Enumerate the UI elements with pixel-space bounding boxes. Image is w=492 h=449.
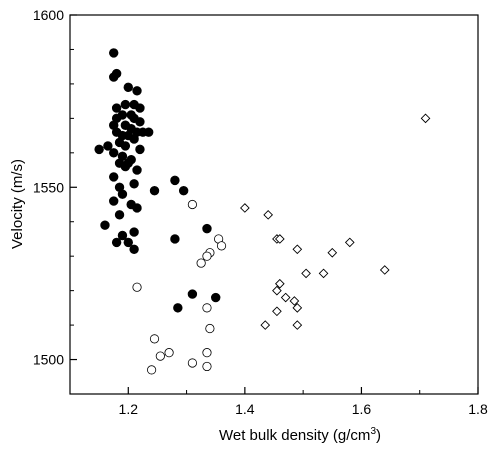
open-circle-point bbox=[155, 351, 165, 361]
filled-circle-point bbox=[129, 227, 139, 237]
filled-circle-point bbox=[109, 172, 119, 182]
data-markers bbox=[94, 48, 431, 375]
x-tick-label: 1.6 bbox=[352, 401, 372, 417]
open-diamond-point bbox=[260, 320, 271, 330]
filled-circle-point bbox=[129, 134, 139, 144]
open-diamond-point bbox=[280, 292, 291, 303]
y-axis-ticks: 1500 1550 1600 bbox=[33, 7, 77, 395]
filled-circle-point bbox=[173, 303, 183, 313]
filled-circle-point bbox=[132, 86, 142, 96]
open-diamond-point bbox=[318, 268, 329, 279]
y-tick-label: 1600 bbox=[33, 7, 64, 23]
filled-circle-point bbox=[149, 186, 160, 196]
open-diamond-point bbox=[289, 296, 300, 306]
open-diamond-point bbox=[292, 244, 303, 255]
open-circle-point bbox=[202, 348, 212, 358]
open-circle-point bbox=[147, 365, 157, 375]
x-axis-ticks: 1.2 1.4 1.6 1.8 bbox=[69, 387, 488, 417]
filled-circle-point bbox=[103, 141, 113, 151]
open-circle-point bbox=[216, 241, 227, 251]
filled-circle-point bbox=[170, 234, 180, 244]
open-diamond-point bbox=[272, 285, 282, 296]
open-circle-point bbox=[149, 334, 160, 344]
y-axis-title: Velocity (m/s) bbox=[9, 159, 26, 249]
open-circle-point bbox=[132, 282, 142, 292]
plot-frame bbox=[69, 14, 479, 395]
open-diamond-point bbox=[420, 113, 431, 124]
filled-circle-point bbox=[109, 196, 119, 206]
open-diamond-point bbox=[240, 203, 250, 213]
filled-circle-point bbox=[94, 144, 104, 155]
open-diamond-point bbox=[274, 234, 285, 244]
filled-circle-point bbox=[135, 144, 145, 155]
open-diamond-point bbox=[292, 320, 303, 330]
filled-circle-point bbox=[114, 210, 125, 220]
open-circle-point bbox=[164, 348, 174, 358]
filled-circle-point bbox=[129, 244, 139, 254]
filled-circle-point bbox=[100, 220, 110, 230]
filled-circle-point bbox=[143, 127, 154, 137]
open-circle-point bbox=[187, 199, 197, 210]
filled-circle-point bbox=[123, 237, 133, 248]
open-diamond-point bbox=[272, 306, 282, 317]
filled-circle-point bbox=[109, 48, 119, 58]
y-tick-label: 1550 bbox=[33, 179, 64, 195]
filled-circle-point bbox=[170, 175, 180, 186]
filled-circle-point bbox=[123, 82, 133, 93]
x-tick-label: 1.4 bbox=[235, 401, 255, 417]
filled-circle-point bbox=[135, 103, 145, 113]
filled-circle-point bbox=[187, 289, 198, 299]
x-tick-label: 1.8 bbox=[468, 401, 488, 417]
open-diamond-point bbox=[274, 278, 285, 289]
open-circle-point bbox=[202, 361, 212, 372]
open-diamond-point bbox=[344, 237, 355, 248]
open-diamond-point bbox=[292, 303, 303, 313]
x-axis-title-end: ) bbox=[376, 427, 381, 444]
filled-circle-point bbox=[132, 203, 142, 213]
filled-circle-point bbox=[109, 148, 119, 158]
open-circle-point bbox=[202, 251, 212, 261]
filled-circle-point bbox=[129, 179, 139, 189]
filled-circle-point bbox=[109, 72, 119, 82]
open-circle-point bbox=[205, 323, 215, 334]
filled-circle-point bbox=[211, 292, 221, 303]
filled-circle-point bbox=[120, 161, 131, 172]
filled-circle-point bbox=[202, 223, 212, 234]
open-diamond-point bbox=[379, 265, 390, 275]
x-tick-label: 1.2 bbox=[119, 401, 139, 417]
y-tick-label: 1500 bbox=[33, 352, 64, 368]
open-circle-point bbox=[196, 258, 206, 268]
x-axis-title-superscript: 3 bbox=[370, 426, 376, 437]
filled-circle-point bbox=[135, 117, 145, 127]
open-diamond-point bbox=[301, 268, 311, 279]
filled-circle-point bbox=[111, 237, 122, 248]
open-diamond-point bbox=[263, 209, 274, 220]
filled-circle-point bbox=[132, 165, 142, 175]
open-diamond-point bbox=[327, 247, 338, 258]
filled-circle-point bbox=[120, 99, 131, 110]
filled-circle-point bbox=[117, 189, 128, 199]
filled-circle-point bbox=[120, 141, 131, 151]
open-circle-point bbox=[187, 358, 197, 368]
filled-circle-point bbox=[117, 230, 128, 241]
x-axis-title: Wet bulk density (g/cm3) bbox=[219, 426, 381, 444]
open-circle-point bbox=[202, 303, 212, 313]
filled-circle-point bbox=[111, 103, 122, 113]
filled-circle-point bbox=[178, 186, 189, 196]
